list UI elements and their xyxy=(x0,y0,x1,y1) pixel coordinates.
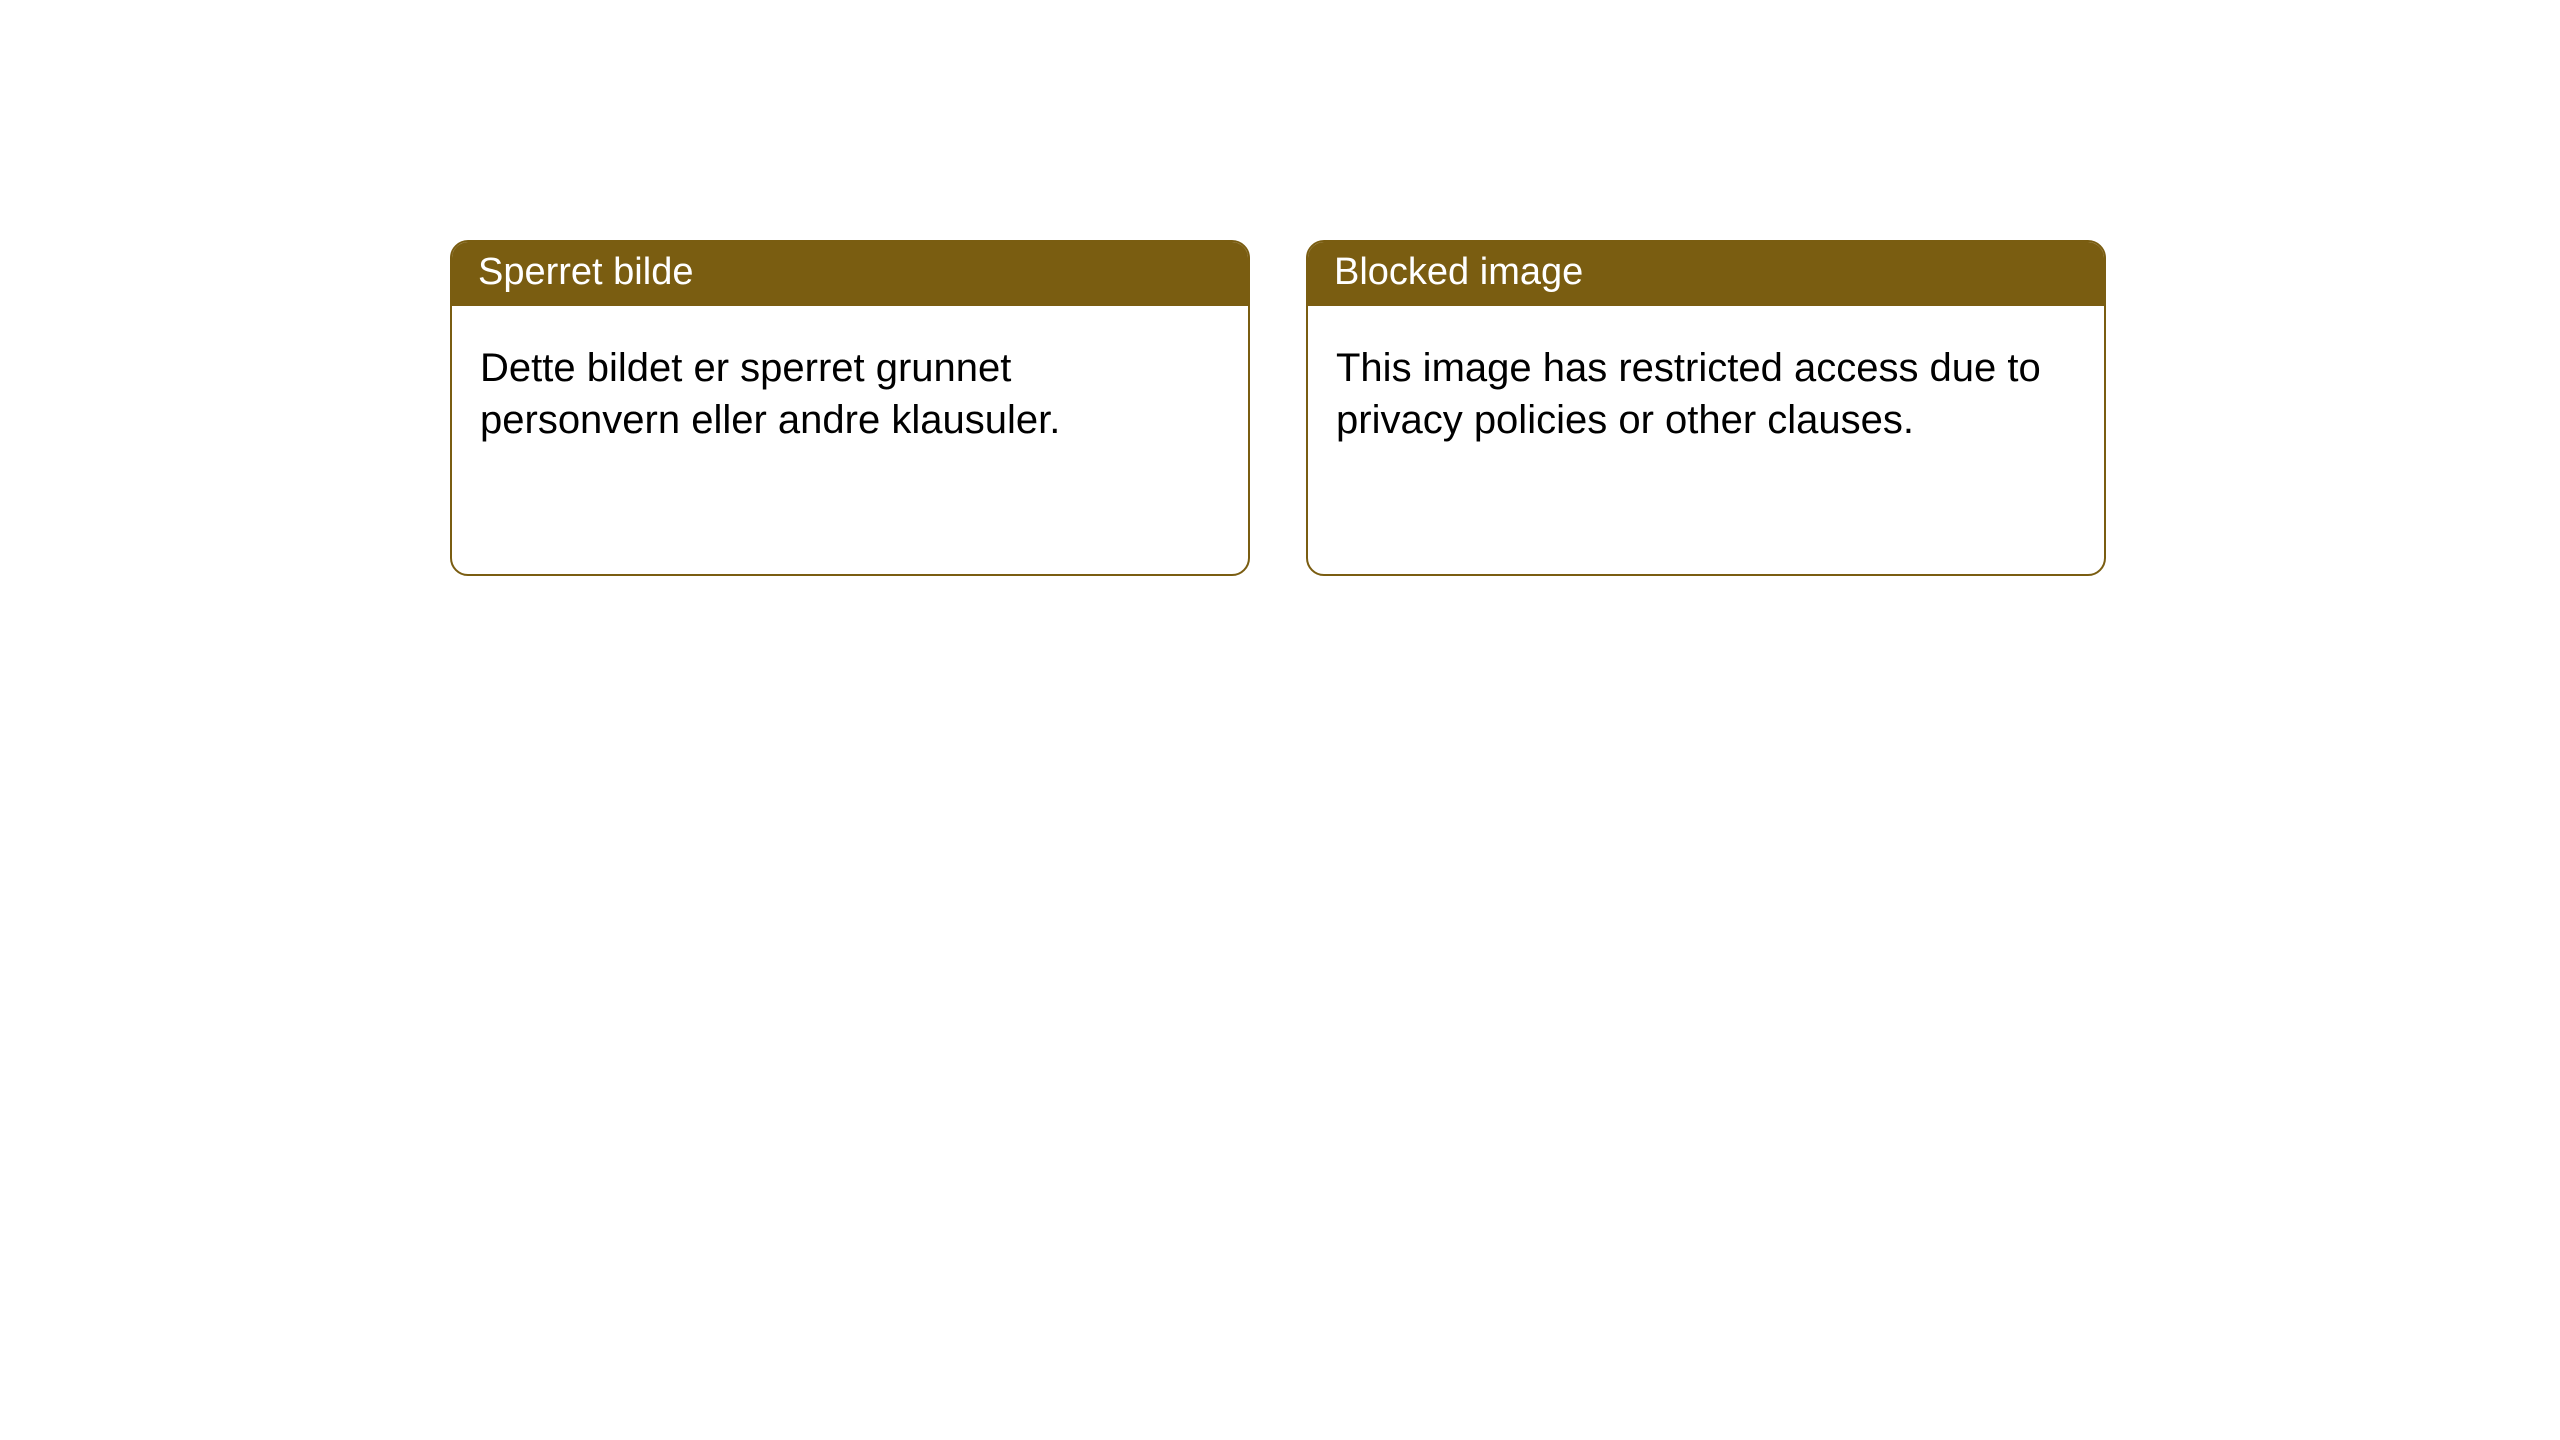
notice-body: This image has restricted access due to … xyxy=(1308,306,2104,474)
notice-container: Sperret bilde Dette bildet er sperret gr… xyxy=(0,0,2560,576)
notice-box-english: Blocked image This image has restricted … xyxy=(1306,240,2106,576)
notice-header: Blocked image xyxy=(1308,242,2104,306)
notice-body: Dette bildet er sperret grunnet personve… xyxy=(452,306,1248,474)
notice-box-norwegian: Sperret bilde Dette bildet er sperret gr… xyxy=(450,240,1250,576)
notice-header: Sperret bilde xyxy=(452,242,1248,306)
